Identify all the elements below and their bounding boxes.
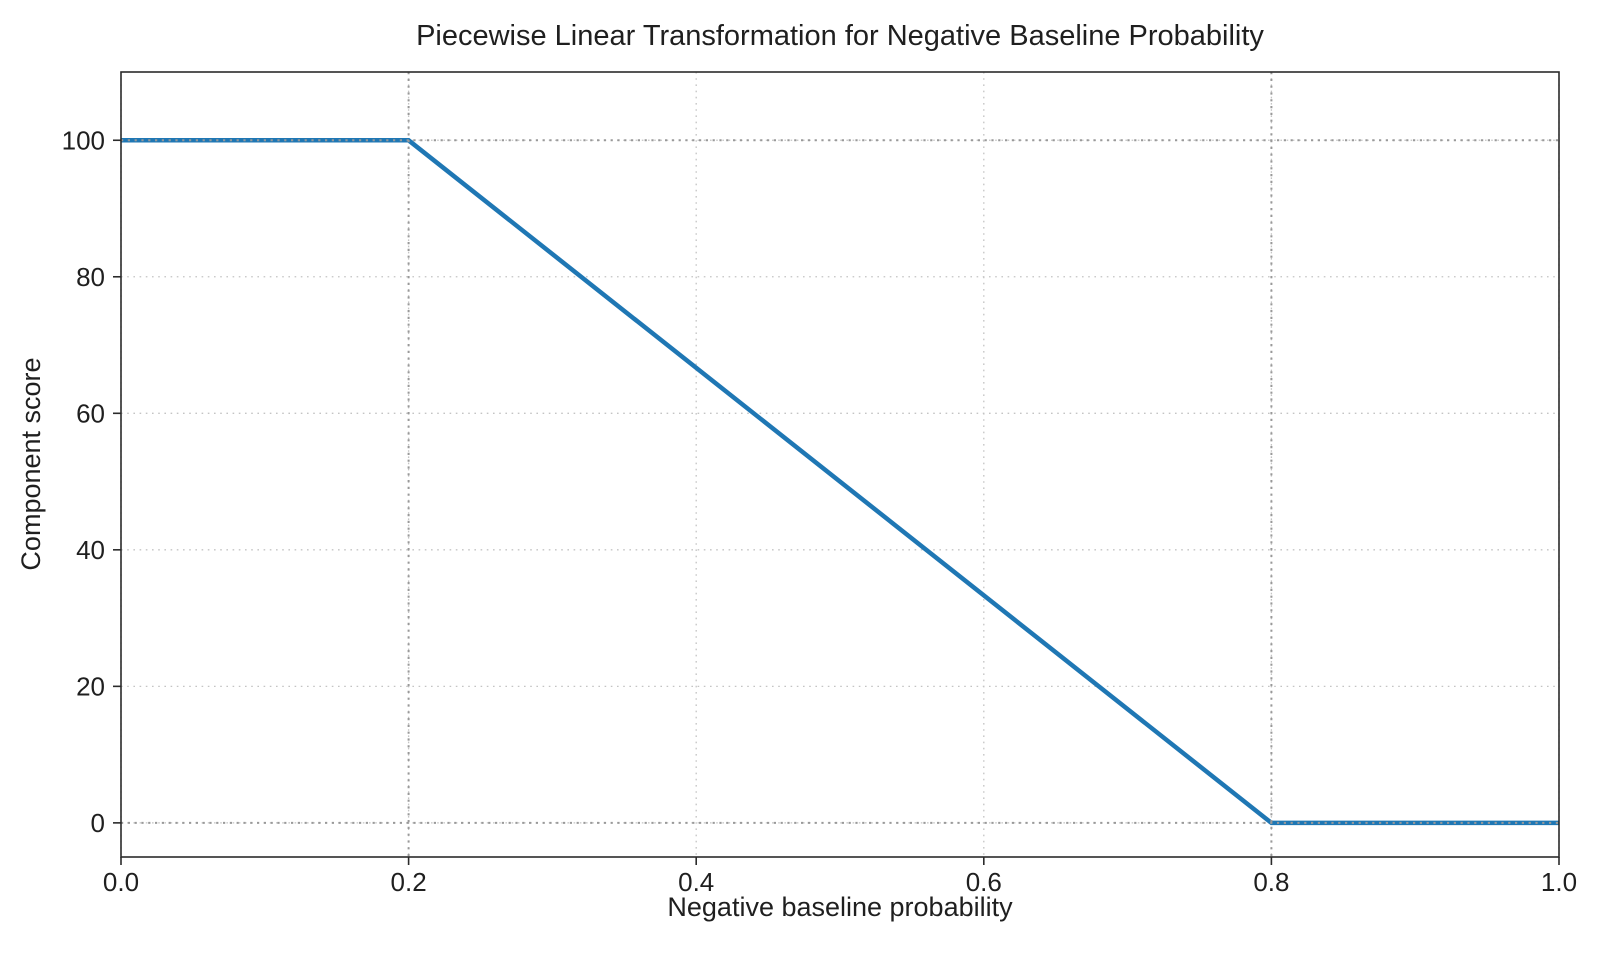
y-tick-label: 60 bbox=[76, 398, 105, 428]
x-tick-label: 0.8 bbox=[1253, 867, 1289, 897]
gridline-layer bbox=[120, 72, 1560, 857]
x-tick-label: 0.4 bbox=[678, 867, 714, 897]
reference-line-layer bbox=[121, 72, 1559, 857]
plot-border bbox=[120, 71, 1560, 858]
y-tick-label: 0 bbox=[91, 808, 105, 838]
y-tick-label: 80 bbox=[76, 262, 105, 292]
y-axis-label: Component score bbox=[16, 357, 46, 570]
tick-mark-layer bbox=[113, 139, 1560, 865]
x-tick-label: 0.2 bbox=[391, 867, 427, 897]
y-tick-label: 100 bbox=[62, 125, 105, 155]
x-tick-label: 0.0 bbox=[103, 867, 139, 897]
tick-label-layer: 0.0 0.2 0.4 0.6 0.8 1.0 0 20 40 60 80 100 bbox=[62, 125, 1577, 897]
chart-title: Piecewise Linear Transformation for Nega… bbox=[416, 20, 1264, 52]
data-series-layer bbox=[121, 138, 1559, 826]
x-tick-label: 0.6 bbox=[966, 867, 1002, 897]
x-axis-label: Negative baseline probability bbox=[667, 892, 1013, 922]
series-line-component-score-transform bbox=[121, 138, 1559, 826]
x-tick-label: 1.0 bbox=[1541, 867, 1577, 897]
y-tick-label: 40 bbox=[76, 535, 105, 565]
y-tick-label: 20 bbox=[76, 671, 105, 701]
